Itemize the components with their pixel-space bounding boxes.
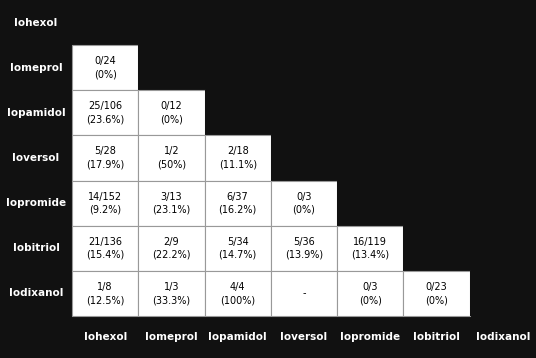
Bar: [138, 135, 205, 180]
Text: Iohexol: Iohexol: [84, 332, 127, 342]
Bar: [0, 316, 536, 358]
Text: 25/106
(23.6%): 25/106 (23.6%): [86, 101, 124, 125]
Bar: [470, 271, 536, 316]
Bar: [72, 135, 138, 180]
Bar: [72, 45, 138, 90]
Text: Iopamidol: Iopamidol: [6, 108, 65, 118]
Bar: [72, 180, 138, 226]
Text: 2/18
(11.1%): 2/18 (11.1%): [219, 146, 257, 170]
Text: 3/13
(23.1%): 3/13 (23.1%): [152, 192, 191, 215]
Bar: [404, 90, 470, 135]
Text: 6/37
(16.2%): 6/37 (16.2%): [219, 192, 257, 215]
Text: Iodixanol: Iodixanol: [9, 289, 63, 299]
Text: -: -: [302, 289, 306, 299]
Text: Iobitriol: Iobitriol: [413, 332, 460, 342]
Bar: [404, 45, 470, 90]
Bar: [0, 0, 72, 45]
Bar: [72, 90, 138, 135]
Bar: [404, 271, 470, 316]
Text: 0/3
(0%): 0/3 (0%): [359, 282, 382, 305]
Bar: [138, 271, 205, 316]
Bar: [337, 180, 404, 226]
Text: 0/12
(0%): 0/12 (0%): [160, 101, 183, 125]
Text: 14/152
(9.2%): 14/152 (9.2%): [88, 192, 122, 215]
Text: Iomeprol: Iomeprol: [10, 63, 62, 73]
Text: 1/3
(33.3%): 1/3 (33.3%): [152, 282, 190, 305]
Text: Iomeprol: Iomeprol: [145, 332, 198, 342]
Bar: [271, 135, 337, 180]
Bar: [470, 226, 536, 271]
Text: Iobitriol: Iobitriol: [12, 243, 59, 253]
Bar: [271, 271, 337, 316]
Bar: [138, 0, 205, 45]
Text: Ioversol: Ioversol: [280, 332, 327, 342]
Text: 4/4
(100%): 4/4 (100%): [220, 282, 255, 305]
Text: 5/28
(17.9%): 5/28 (17.9%): [86, 146, 124, 170]
Bar: [337, 45, 404, 90]
Bar: [0, 271, 72, 316]
Bar: [470, 45, 536, 90]
Bar: [271, 226, 337, 271]
Bar: [271, 45, 337, 90]
Bar: [337, 226, 404, 271]
Bar: [72, 271, 138, 316]
Text: 5/36
(13.9%): 5/36 (13.9%): [285, 237, 323, 260]
Text: Iohexol: Iohexol: [14, 18, 58, 28]
Text: 1/8
(12.5%): 1/8 (12.5%): [86, 282, 124, 305]
Bar: [470, 90, 536, 135]
Bar: [205, 135, 271, 180]
Text: 1/2
(50%): 1/2 (50%): [157, 146, 186, 170]
Bar: [0, 90, 72, 135]
Text: Iopamidol: Iopamidol: [209, 332, 267, 342]
Text: 2/9
(22.2%): 2/9 (22.2%): [152, 237, 191, 260]
Text: 0/23
(0%): 0/23 (0%): [425, 282, 448, 305]
Bar: [0, 45, 72, 90]
Bar: [205, 0, 271, 45]
Text: 5/34
(14.7%): 5/34 (14.7%): [219, 237, 257, 260]
Bar: [337, 90, 404, 135]
Bar: [271, 180, 337, 226]
Text: Ioversol: Ioversol: [12, 153, 59, 163]
Text: 0/24
(0%): 0/24 (0%): [94, 56, 117, 79]
Bar: [470, 0, 536, 45]
Bar: [0, 226, 72, 271]
Bar: [0, 135, 72, 180]
Bar: [205, 180, 271, 226]
Bar: [205, 271, 271, 316]
Bar: [337, 0, 404, 45]
Bar: [72, 0, 138, 45]
Bar: [0, 180, 72, 226]
Bar: [72, 226, 138, 271]
Bar: [205, 90, 271, 135]
Bar: [404, 135, 470, 180]
Bar: [138, 90, 205, 135]
Bar: [205, 226, 271, 271]
Text: 16/119
(13.4%): 16/119 (13.4%): [351, 237, 389, 260]
Bar: [138, 226, 205, 271]
Bar: [138, 45, 205, 90]
Text: Iodixanol: Iodixanol: [475, 332, 530, 342]
Text: 21/136
(15.4%): 21/136 (15.4%): [86, 237, 124, 260]
Bar: [271, 0, 337, 45]
Bar: [271, 90, 337, 135]
Bar: [337, 135, 404, 180]
Bar: [205, 45, 271, 90]
Text: Iopromide: Iopromide: [6, 198, 66, 208]
Text: 0/3
(0%): 0/3 (0%): [293, 192, 316, 215]
Bar: [404, 0, 470, 45]
Bar: [138, 180, 205, 226]
Bar: [470, 135, 536, 180]
Bar: [337, 271, 404, 316]
Bar: [404, 180, 470, 226]
Text: Iopromide: Iopromide: [340, 332, 400, 342]
Bar: [470, 180, 536, 226]
Bar: [404, 226, 470, 271]
